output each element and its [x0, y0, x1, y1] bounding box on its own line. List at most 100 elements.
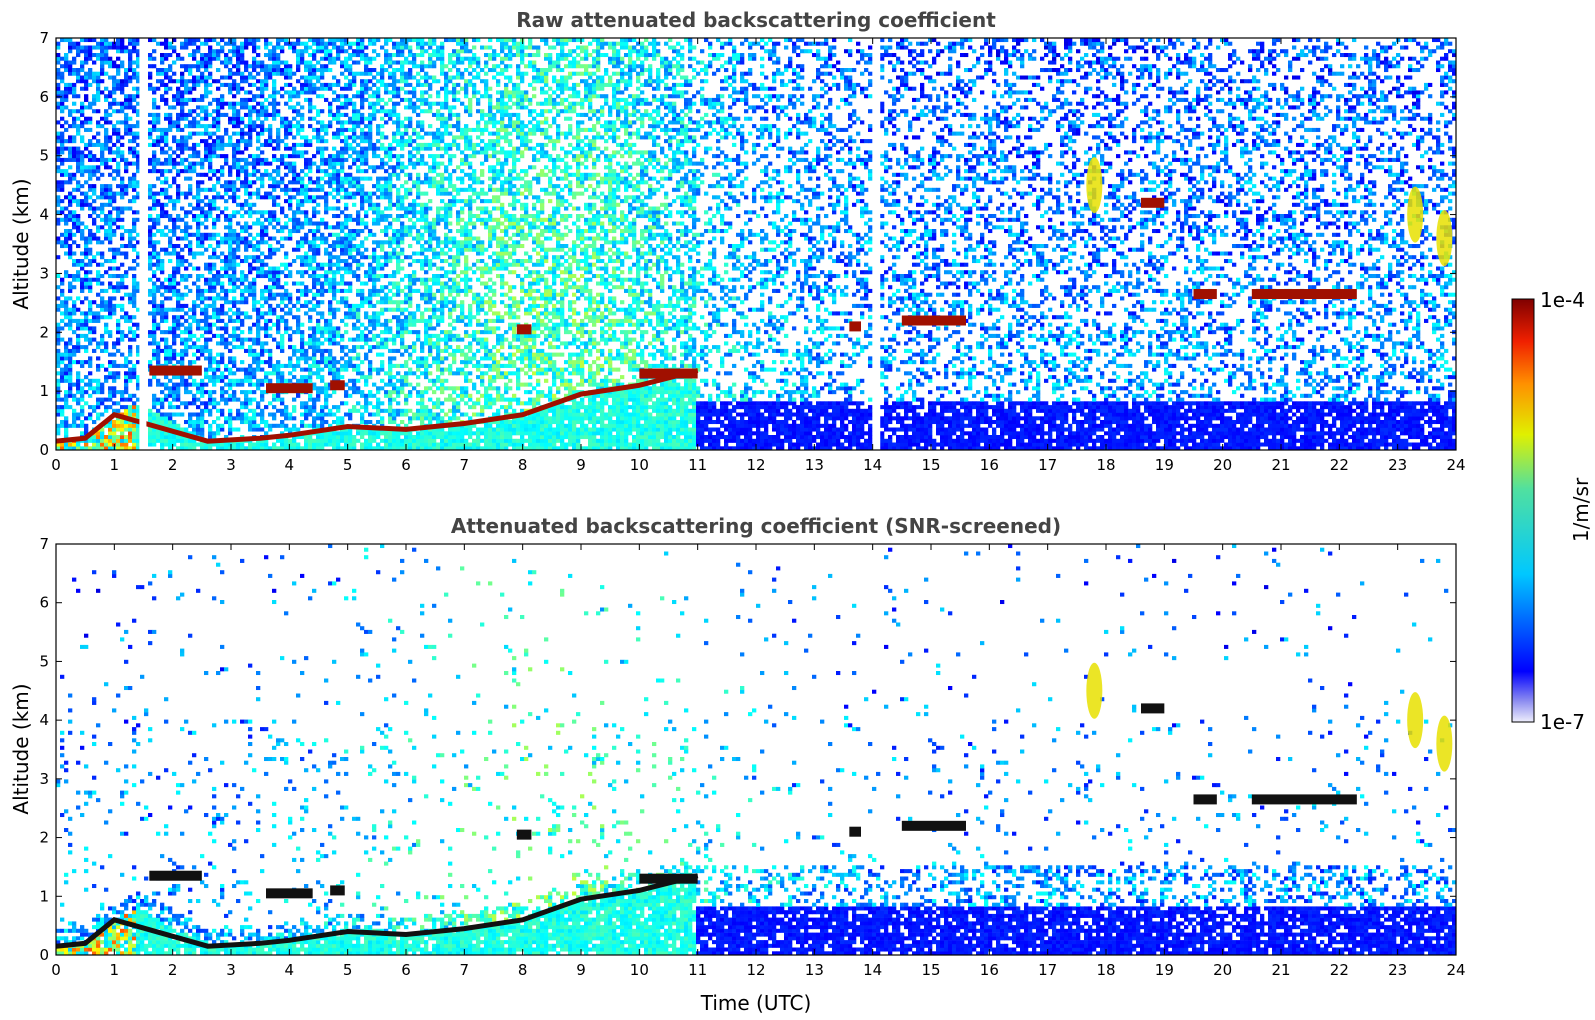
high-aerosol-patch [1436, 715, 1453, 772]
x-axis-label: Time (UTC) [700, 991, 812, 1015]
x-tick-label: 12 [746, 961, 765, 979]
x-tick-label: 9 [576, 961, 586, 979]
x-tick-label: 3 [226, 456, 236, 474]
colorbar-label: 1/m/sr [1569, 477, 1593, 542]
y-tick-label: 0 [39, 441, 49, 459]
snr-screened-panel: Attenuated backscattering coefficient (S… [9, 514, 1466, 1015]
chart-title: Raw attenuated backscattering coefficien… [516, 8, 996, 32]
data-gap [872, 38, 881, 450]
x-tick-label: 5 [343, 961, 353, 979]
y-tick-label: 4 [39, 206, 49, 224]
x-tick-label: 11 [688, 961, 707, 979]
y-axis-label: Altitude (km) [9, 178, 33, 309]
cloud-layer [330, 885, 345, 896]
x-ticks: 0 1 2 3 4 5 6 7 8 9 10 11 12 13 14 15 16 17 18 19 20 21 22 23 24 [51, 544, 1466, 979]
x-tick-label: 7 [460, 961, 470, 979]
x-ticks: 0 1 2 3 4 5 6 7 8 9 10 11 12 13 14 15 16 17 18 19 20 21 22 23 24 [51, 38, 1466, 474]
cloud-layer [1251, 794, 1357, 805]
cloud-layer [149, 870, 202, 881]
x-tick-label: 4 [285, 961, 295, 979]
x-tick-label: 7 [460, 456, 470, 474]
x-tick-label: 16 [980, 961, 999, 979]
y-tick-label: 3 [39, 264, 49, 282]
y-tick-label: 7 [39, 535, 49, 553]
cloud-layer [849, 826, 861, 837]
x-tick-label: 5 [343, 456, 353, 474]
y-tick-label: 2 [39, 829, 49, 847]
cloud-layer [1193, 794, 1217, 805]
cloud-layer [266, 383, 313, 394]
x-tick-label: 10 [630, 456, 649, 474]
x-tick-label: 19 [1155, 961, 1174, 979]
x-tick-label: 21 [1271, 456, 1290, 474]
y-ticks: 0 1 2 3 4 5 6 7 [39, 29, 1456, 459]
cloud-layer [901, 315, 966, 326]
cloud-layer [1193, 289, 1217, 300]
colorbar-max-label: 1e-4 [1540, 288, 1585, 312]
x-tick-label: 18 [1096, 961, 1115, 979]
cloud-layer [901, 820, 966, 831]
cloud-layer [1141, 197, 1165, 208]
boundary-layer-top [56, 873, 699, 949]
x-tick-label: 0 [51, 961, 61, 979]
y-tick-label: 1 [39, 382, 49, 400]
data-gap [139, 38, 147, 450]
x-tick-label: 6 [401, 456, 411, 474]
cloud-layer [1141, 703, 1165, 714]
x-tick-label: 12 [746, 456, 765, 474]
high-aerosol-patch [1086, 662, 1103, 719]
x-tick-label: 17 [1038, 456, 1057, 474]
x-tick-label: 2 [168, 961, 178, 979]
high-aerosol-patch [1407, 186, 1424, 243]
cloud-layer [266, 888, 313, 899]
y-tick-label: 5 [39, 652, 49, 670]
y-tick-label: 5 [39, 147, 49, 165]
y-tick-label: 0 [39, 946, 49, 964]
cloud-layer [1251, 289, 1357, 300]
cloud-layer [330, 380, 345, 391]
y-ticks: 0 1 2 3 4 5 6 7 [39, 535, 1456, 964]
x-tick-label: 4 [285, 456, 295, 474]
x-tick-label: 8 [518, 961, 528, 979]
y-tick-label: 2 [39, 323, 49, 341]
raw-backscatter-panel: Raw attenuated backscattering coefficien… [9, 8, 1466, 474]
x-tick-label: 1 [110, 456, 120, 474]
x-tick-label: 9 [576, 456, 586, 474]
y-tick-label: 6 [39, 594, 49, 612]
y-tick-label: 3 [39, 770, 49, 788]
boundary-layer-top [56, 368, 699, 444]
x-tick-label: 8 [518, 456, 528, 474]
x-tick-label: 2 [168, 456, 178, 474]
x-tick-label: 3 [226, 961, 236, 979]
cloud-layer [639, 873, 698, 884]
x-tick-label: 13 [805, 456, 824, 474]
y-tick-label: 4 [39, 711, 49, 729]
y-tick-label: 6 [39, 88, 49, 106]
high-aerosol-patch [1086, 157, 1103, 214]
y-tick-label: 1 [39, 887, 49, 905]
cloud-layer [149, 365, 202, 376]
colorbar-min-label: 1e-7 [1540, 710, 1585, 734]
y-axis-label: Altitude (km) [9, 683, 33, 814]
cloud-layer [516, 324, 532, 335]
x-tick-label: 1 [110, 961, 120, 979]
chart-title: Attenuated backscattering coefficient (S… [451, 514, 1061, 538]
x-tick-label: 0 [51, 456, 61, 474]
plot-area [56, 544, 1456, 955]
x-tick-label: 16 [980, 456, 999, 474]
x-tick-label: 24 [1446, 961, 1465, 979]
colorbar-gradient [1511, 298, 1535, 723]
cloud-layer [849, 321, 861, 332]
x-tick-label: 18 [1096, 456, 1115, 474]
x-tick-label: 23 [1388, 456, 1407, 474]
cloud-layer [516, 829, 532, 840]
x-tick-label: 14 [863, 961, 882, 979]
x-tick-label: 14 [863, 456, 882, 474]
x-tick-label: 23 [1388, 961, 1407, 979]
x-tick-label: 22 [1330, 961, 1349, 979]
x-tick-label: 20 [1213, 456, 1232, 474]
x-tick-label: 22 [1330, 456, 1349, 474]
x-tick-label: 15 [921, 456, 940, 474]
x-tick-label: 15 [921, 961, 940, 979]
